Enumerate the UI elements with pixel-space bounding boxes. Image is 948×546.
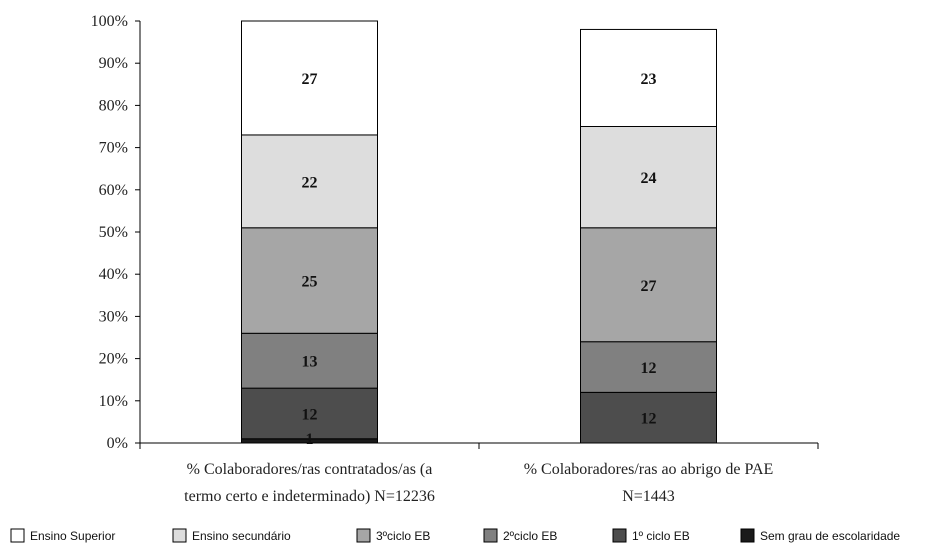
bar-value-label: 12 [641, 411, 657, 428]
legend-label: 3ºciclo EB [376, 529, 430, 543]
legend-swatch [356, 528, 371, 543]
bars [241, 20, 717, 444]
y-tick-label: 60% [99, 182, 128, 199]
data-labels: 1 12 13 25 22 27 12 12 27 24 23 [302, 71, 657, 448]
x-category-label: termo certo e indeterminado) N=12236 [184, 488, 435, 505]
x-axis-categories: % Colaboradores/ras contratados/as (a ter… [184, 461, 773, 505]
legend-swatch [740, 528, 755, 543]
bar-value-label: 27 [641, 278, 657, 295]
bar-segment [580, 126, 717, 229]
bar-value-label: 25 [302, 274, 318, 291]
bar-value-label: 1 [306, 431, 314, 448]
y-tick-label: 100% [91, 13, 128, 30]
bar-value-label: 27 [302, 71, 318, 88]
x-category-label: % Colaboradores/ras contratados/as (a [187, 461, 433, 478]
bar-value-label: 12 [641, 360, 657, 377]
bar-value-label: 12 [302, 406, 318, 423]
y-tick-label: 50% [99, 224, 128, 241]
y-tick-label: 40% [99, 266, 128, 283]
bar-value-label: 22 [302, 174, 318, 191]
legend-swatch [172, 528, 187, 543]
bar-value-label: 24 [641, 170, 657, 187]
legend-swatch [612, 528, 627, 543]
legend-swatch [10, 528, 25, 543]
legend-label: Sem grau de escolaridade [760, 529, 900, 543]
bar-segment [241, 20, 378, 136]
legend-label: Ensino secundário [192, 529, 291, 543]
legend-label: 2ºciclo EB [503, 529, 557, 543]
bar-segment [241, 332, 378, 389]
y-tick-label: 20% [99, 351, 128, 368]
y-tick-label: 80% [99, 97, 128, 114]
y-tick-label: 70% [99, 140, 128, 157]
bar-segment [580, 28, 717, 127]
legend-label: Ensino Superior [30, 529, 115, 543]
legend-label: 1º ciclo EB [632, 529, 690, 543]
bar-segment [580, 391, 717, 444]
x-category-label: % Colaboradores/ras ao abrigo de PAE [524, 461, 774, 478]
bar-segment [241, 387, 378, 440]
x-category-label: N=1443 [622, 488, 675, 505]
bar-value-label: 23 [641, 71, 657, 88]
legend: Ensino Superior Ensino secundário 3ºciclo … [10, 528, 900, 543]
y-tick-label: 0% [107, 435, 128, 452]
bar-segment [241, 227, 378, 334]
legend-swatch [483, 528, 498, 543]
bar-value-label: 13 [302, 354, 318, 371]
y-tick-label: 90% [99, 55, 128, 72]
y-tick-label: 30% [99, 308, 128, 325]
bar-segment [241, 134, 378, 229]
y-axis-ticks: 0% 10% 20% 30% 40% 50% 60% 70% 80% 90% 100% [91, 13, 819, 452]
y-tick-label: 10% [99, 393, 128, 410]
